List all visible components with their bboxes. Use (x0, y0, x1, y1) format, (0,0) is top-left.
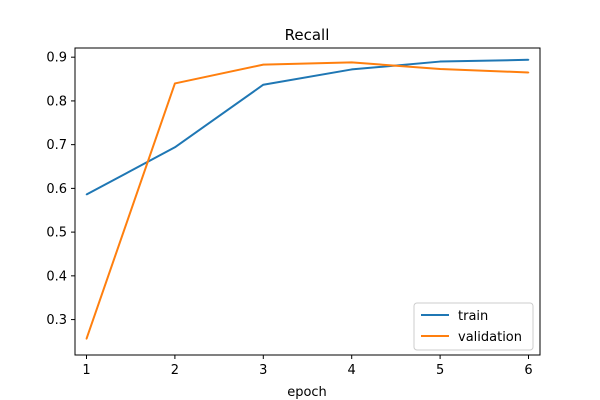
x-tick-label: 3 (259, 363, 267, 378)
x-axis-label: epoch (287, 385, 327, 400)
y-axis-ticks: 0.3 0.4 0.5 0.6 0.7 0.8 0.9 (46, 51, 75, 328)
data-point-validation (85, 338, 88, 340)
x-tick-label: 4 (348, 363, 356, 378)
x-tick-label: 1 (82, 363, 90, 378)
data-point-train (439, 60, 441, 63)
y-tick-label: 0.5 (46, 226, 67, 241)
y-tick-label: 0.8 (46, 94, 67, 109)
data-point-validation (174, 82, 176, 85)
series-line-validation (85, 61, 529, 340)
chart-title: Recall (285, 26, 330, 44)
y-tick-label: 0.7 (46, 138, 67, 153)
y-tick-label: 0.4 (46, 269, 67, 284)
x-axis-ticks: 1 2 3 4 5 6 (82, 355, 533, 378)
data-point-train (350, 68, 353, 71)
data-point-validation (527, 71, 530, 74)
legend-label-train: train (458, 309, 488, 324)
plot-area (74, 47, 541, 356)
data-point-validation (262, 63, 265, 66)
data-point-train (527, 59, 530, 61)
data-point-train (174, 146, 176, 149)
x-tick-label: 6 (524, 363, 532, 378)
data-point-train (262, 83, 265, 86)
y-tick-label: 0.9 (46, 51, 67, 66)
series-line-train (86, 58, 529, 196)
legend: train validation (413, 302, 534, 351)
x-tick-label: 5 (436, 363, 444, 378)
y-tick-label: 0.6 (46, 182, 67, 197)
legend-label-validation: validation (458, 330, 522, 345)
x-tick-label: 2 (171, 363, 179, 378)
data-point-validation (350, 61, 353, 64)
y-tick-label: 0.3 (46, 313, 67, 328)
data-point-validation (439, 68, 441, 70)
data-point-train (85, 193, 88, 196)
series-lines (85, 58, 530, 340)
